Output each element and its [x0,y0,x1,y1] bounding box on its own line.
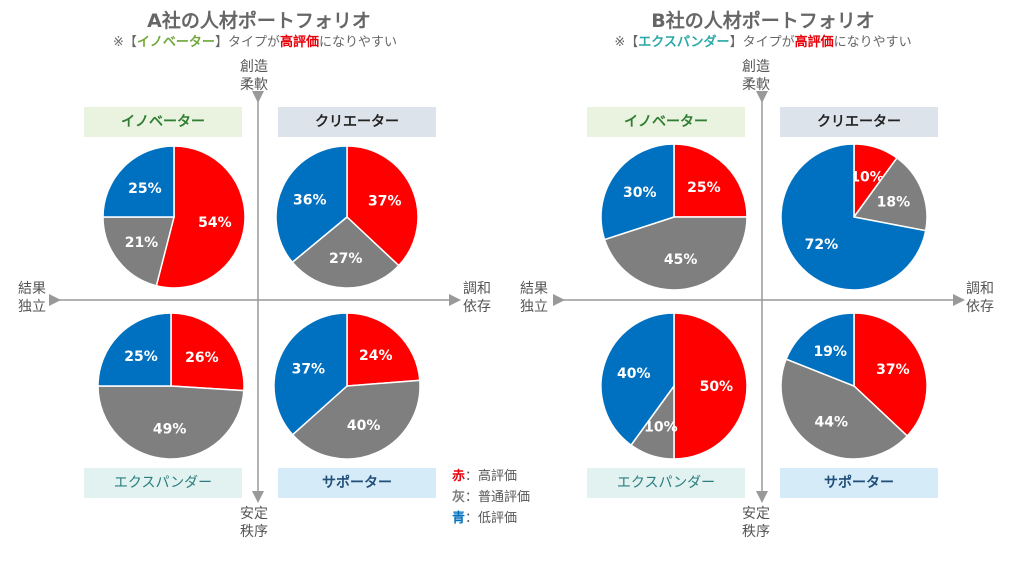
pie-slice-blue [600,143,675,241]
subtitle-type: エクスパンダー [638,35,730,50]
quadrant-label-expander-a: エクスパンダー [84,468,242,498]
pie-slice-red [673,312,748,460]
pie-slice-blue [780,143,927,291]
pie-data-label: 10% [644,419,678,435]
subtitle-part: になりやすい [318,35,397,50]
subtitle-part: ※【 [614,35,639,50]
pie-slice-gray [603,216,748,291]
panel-a-subtitle: ※【イノベーター】タイプが高評価になりやすい [20,31,490,50]
pie-slice-blue [600,312,675,447]
pie-data-label: 50% [700,379,734,395]
pie-data-label: 37% [292,362,326,378]
pie-data-label: 40% [617,366,651,382]
legend: 赤：高評価 灰：普通評価 青：低評価 [452,466,530,529]
pie-data-label: 27% [329,251,363,267]
subtitle-part: ※【 [113,35,137,50]
axis-bottom-a: 安定 秩序 [240,506,268,540]
quadrant-label-creator-b: クリエーター [780,107,938,137]
quadrant-label-expander-b: エクスパンダー [587,468,745,498]
axis-left-a: 結果 独立 [18,281,46,315]
pie-slice-blue [275,145,348,264]
axis-right-b: 調和 依存 [966,281,994,315]
quadrant-label-supporter-b: サポーター [780,468,938,498]
pie-slice-blue [273,312,348,436]
panel-a-title: A社の人材ポートフォリオ [147,10,371,32]
pie-data-label: 26% [185,350,219,366]
pie-data-label: 54% [198,215,232,231]
subtitle-highlight: 高評価 [794,35,834,50]
pie-slice-red [155,145,246,289]
quadrant-label-innovator-b: イノベーター [587,107,745,137]
pie-data-label: 21% [125,235,159,251]
pie-slice-gray [291,379,421,460]
axis-left-b: 結果 独立 [520,281,548,315]
pie-slice-blue [97,312,172,387]
quadrant-label-supporter-a: サポーター [278,468,436,498]
subtitle-highlight: 高評価 [279,35,319,50]
subtitle-type: イノベーター [136,35,215,50]
pie-slice-gray [780,358,909,460]
axis-right-a: 調和 依存 [463,281,491,315]
pie-data-label: 37% [876,362,910,378]
axis-top-b: 創造 柔軟 [742,59,770,93]
pie-slice-red [346,312,421,387]
subtitle-part: 】タイプが [729,35,795,50]
axis-top-a: 創造 柔軟 [240,59,268,93]
pie-data-label: 25% [687,180,721,196]
quadrant-label-innovator-a: イノベーター [84,107,242,137]
pie-data-label: 44% [815,415,849,431]
subtitle-part: になりやすい [833,35,912,50]
legend-item-red: 赤：高評価 [452,469,518,484]
panel-b-subtitle: ※【エクスパンダー】タイプが高評価になりやすい [528,31,998,50]
pie-slice-red [853,312,928,438]
pie-data-label: 18% [877,194,911,210]
pie-data-label: 24% [359,348,393,364]
pie-data-label: 36% [293,192,327,208]
pie-data-label: 19% [813,344,847,360]
pie-slice-red [673,143,748,218]
legend-item-gray: 灰：普通評価 [452,490,531,505]
legend-item-blue: 青：低評価 [452,511,518,526]
panel-b-title: B社の人材ポートフォリオ [651,10,875,32]
pie-data-label: 40% [347,418,381,434]
pie-slice-gray [291,216,400,289]
pie-data-label: 10% [850,170,884,186]
pie-data-label: 37% [368,194,402,210]
pie-slice-red [170,312,245,392]
pie-data-label: 72% [805,237,839,253]
subtitle-part: 】タイプが [214,35,280,50]
axis-bottom-b: 安定 秩序 [742,506,770,540]
pie-slice-blue [785,312,855,388]
pie-slice-gray [102,216,175,287]
pie-slice-red [346,145,419,267]
pie-slice-gray [852,156,928,232]
pie-slice-blue [102,145,175,218]
pie-data-label: 49% [153,421,187,437]
pie-data-label: 45% [664,252,698,268]
pie-data-label: 25% [128,181,162,197]
pie-data-label: 25% [124,349,158,365]
pie-slice-gray [97,385,245,460]
pie-data-label: 30% [623,185,657,201]
quadrant-label-creator-a: クリエーター [278,107,436,137]
